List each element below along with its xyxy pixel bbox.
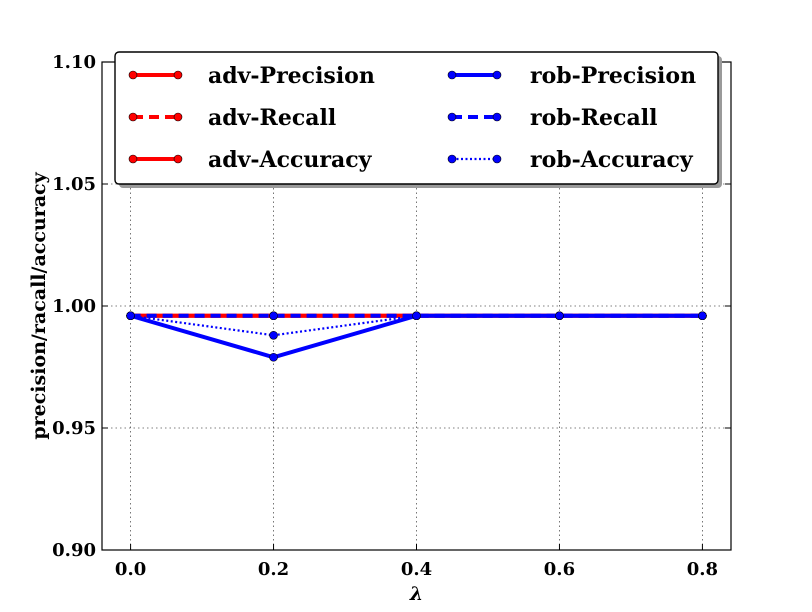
data-point-rob-accuracy xyxy=(269,330,278,340)
legend-label-adv-precision: adv-Precision xyxy=(208,63,375,89)
legend-label-rob-recall: rob-Recall xyxy=(530,105,657,131)
legend-marker-rob-precision xyxy=(492,70,502,80)
y-tick-label: 0.90 xyxy=(52,540,96,561)
legend-marker-adv-accuracy xyxy=(128,154,138,164)
x-tick-label: 0.4 xyxy=(401,559,432,580)
legend-label-adv-accuracy: adv-Accuracy xyxy=(208,147,373,173)
legend-marker-adv-precision xyxy=(128,70,138,80)
x-tick-label: 0.6 xyxy=(544,559,575,580)
legend-marker-adv-recall xyxy=(128,112,138,122)
legend-marker-rob-recall xyxy=(492,112,502,122)
legend-marker-rob-accuracy xyxy=(492,154,502,164)
data-point-rob-accuracy xyxy=(555,311,564,321)
legend-marker-rob-precision xyxy=(447,70,457,80)
series-layer xyxy=(126,311,707,362)
legend: adv-Precision adv-Recall adv-Accuracy rob-P… xyxy=(114,51,722,188)
legend-label-rob-accuracy: rob-Accuracy xyxy=(530,147,694,173)
legend-label-adv-recall: adv-Recall xyxy=(208,105,336,131)
x-axis-label: λ xyxy=(409,583,423,605)
data-point-rob-accuracy xyxy=(126,311,135,321)
y-tick-label: 1.00 xyxy=(52,296,96,317)
y-tick-label: 1.10 xyxy=(52,52,96,73)
legend-marker-rob-accuracy xyxy=(447,154,457,164)
x-tick-label: 0.0 xyxy=(115,559,146,580)
legend-label-rob-precision: rob-Precision xyxy=(530,63,696,89)
data-point-rob-precision xyxy=(269,352,278,362)
legend-marker-rob-recall xyxy=(447,112,457,122)
data-point-rob-accuracy xyxy=(412,311,421,321)
x-tick-label: 0.2 xyxy=(258,559,289,580)
y-tick-label: 1.05 xyxy=(52,174,96,195)
legend-marker-adv-accuracy xyxy=(173,154,183,164)
y-axis-label: precision/racall/accuracy xyxy=(28,171,50,439)
data-point-rob-accuracy xyxy=(698,311,707,321)
data-point-rob-recall xyxy=(269,311,278,321)
legend-marker-adv-recall xyxy=(173,112,183,122)
x-tick-label: 0.8 xyxy=(687,559,718,580)
y-tick-label: 0.95 xyxy=(52,418,96,439)
legend-marker-adv-precision xyxy=(173,70,183,80)
legend-box xyxy=(114,51,719,185)
